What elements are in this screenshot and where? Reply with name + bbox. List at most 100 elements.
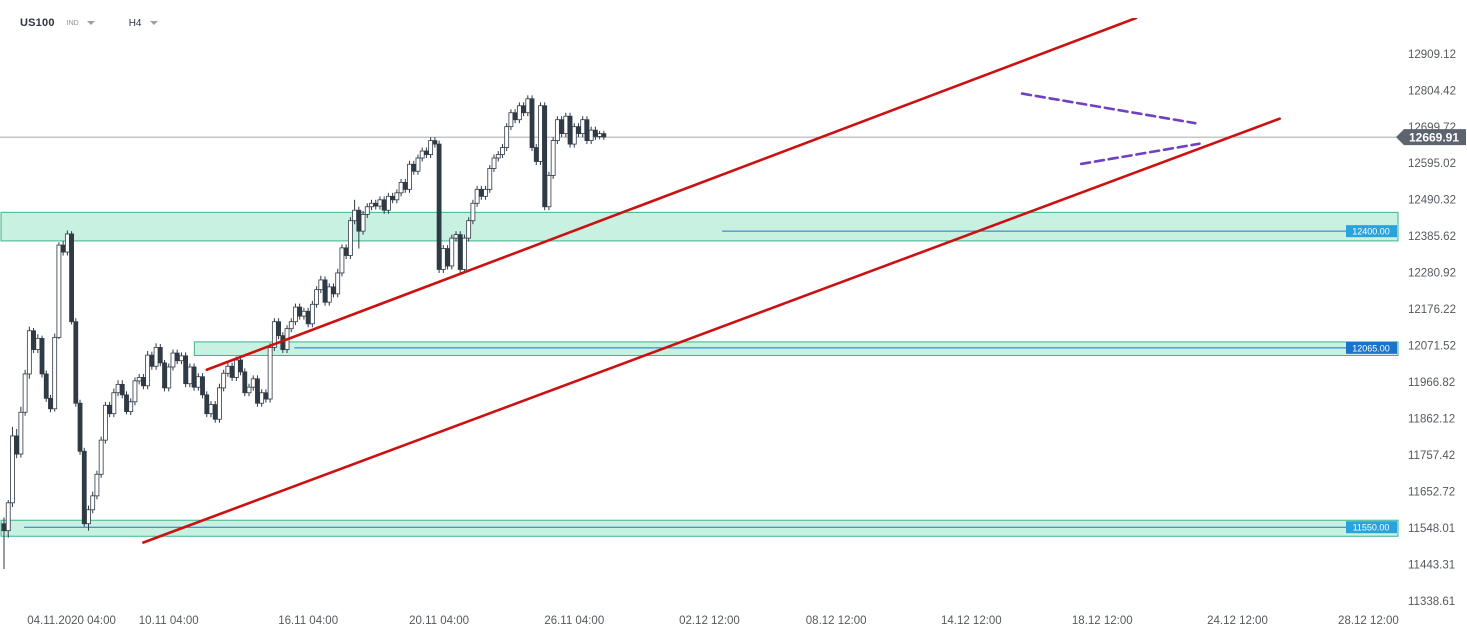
candle-bull — [491, 157, 497, 169]
candle-bull — [170, 352, 176, 368]
candle-bear — [542, 105, 548, 208]
candle-bull — [195, 376, 201, 388]
candle-bull — [546, 175, 552, 208]
candle-bull — [453, 234, 459, 239]
candle-bull — [335, 272, 341, 295]
candle-bull — [301, 310, 307, 317]
candle-bull — [22, 373, 28, 413]
candle-bear — [119, 383, 125, 396]
candle-bear — [77, 402, 83, 452]
candle-bear — [31, 330, 36, 350]
candle-bear — [559, 119, 564, 135]
triangle-lower-line — [1079, 142, 1201, 166]
candle-bull — [35, 338, 41, 350]
candle-bear — [200, 376, 205, 396]
candle-bear — [521, 105, 526, 114]
candle-bear — [238, 359, 243, 373]
symbol-dropdown-icon[interactable] — [86, 21, 95, 25]
candle-bull — [250, 378, 256, 388]
candle-bull — [483, 188, 488, 197]
y-tick-label: 11443.31 — [1408, 559, 1455, 571]
candle-bull — [377, 199, 383, 207]
candle-bear — [191, 366, 197, 388]
candle-bear — [81, 450, 87, 525]
candle-bear — [373, 202, 379, 207]
y-tick-label: 11757.42 — [1408, 450, 1455, 462]
candle-bull — [525, 98, 531, 114]
level-label: 12400.00 — [1352, 227, 1390, 237]
candle-bear — [149, 354, 155, 367]
timeframe-label[interactable]: H4 — [128, 17, 142, 29]
candle-bull — [10, 435, 15, 504]
candle-bull — [415, 157, 421, 172]
candle-bear — [322, 279, 328, 303]
candle-bear — [1, 523, 7, 532]
candle-bull — [428, 140, 434, 155]
candle-bear — [162, 362, 167, 389]
candle-bear — [229, 365, 235, 378]
candle-bull — [364, 206, 370, 215]
candles-group — [1, 95, 607, 569]
candle-bull — [563, 115, 569, 135]
candle-bear — [48, 397, 53, 410]
candle-bull — [136, 377, 142, 382]
level-badge — [1346, 225, 1397, 238]
candle-bear — [343, 247, 349, 256]
level-zone — [0, 519, 1399, 537]
candle-bear — [529, 98, 535, 148]
candle-bull — [208, 404, 214, 415]
y-tick-label: 12595.02 — [1408, 158, 1456, 170]
candle-bull — [5, 502, 11, 532]
candle-bear — [107, 404, 113, 415]
candle-bear — [411, 163, 417, 172]
candle-bull — [132, 380, 138, 403]
candle-bear — [436, 143, 442, 270]
candle-bull — [466, 220, 472, 239]
candle-bull — [267, 347, 273, 400]
candle-bull — [571, 126, 577, 145]
candle-bull — [597, 133, 603, 137]
candle-bull — [128, 401, 134, 412]
candle-bear — [263, 392, 269, 400]
candle-bear — [381, 199, 387, 211]
candle-bull — [115, 383, 121, 394]
y-tick-label: 12385.62 — [1408, 231, 1456, 243]
timeframe-dropdown-icon[interactable] — [149, 21, 158, 25]
candle-bear — [157, 347, 163, 364]
candle-bull — [145, 354, 151, 387]
candle-bull — [407, 163, 412, 190]
candle-bull — [326, 286, 332, 303]
candle-bear — [424, 150, 429, 155]
symbol-label[interactable]: US100 — [20, 17, 55, 29]
candle-bear — [242, 371, 248, 394]
candle-bull — [554, 119, 560, 141]
candle-bull — [64, 233, 70, 253]
y-tick-label: 11548.01 — [1408, 523, 1455, 535]
candle-bull — [398, 181, 404, 194]
x-tick-label: 24.12 12:00 — [1207, 615, 1268, 627]
candle-bull — [419, 150, 425, 159]
candle-bear — [356, 209, 362, 232]
x-tick-label: 02.12 12:00 — [679, 615, 740, 627]
candle-bear — [124, 394, 129, 412]
candle-bear — [305, 310, 311, 325]
x-tick-label: 26.11 04:00 — [544, 615, 604, 627]
candle-bull — [352, 209, 358, 222]
candle-bear — [478, 188, 484, 197]
candle-bull — [440, 248, 446, 270]
y-tick-label: 12490.32 — [1408, 195, 1456, 207]
candle-bull — [90, 495, 96, 511]
candle-bull — [166, 366, 172, 389]
candle-bull — [259, 392, 265, 404]
candle-bear — [432, 140, 438, 145]
level-badge — [1346, 341, 1397, 354]
y-tick-label: 11652.72 — [1408, 486, 1455, 498]
candle-bull — [470, 202, 476, 222]
candle-bull — [339, 247, 345, 274]
y-tick-label: 11338.61 — [1408, 596, 1455, 608]
candle-bull — [221, 372, 227, 389]
y-tick-label: 12280.92 — [1408, 268, 1456, 280]
current-price-badge: 12669.91 — [1396, 129, 1466, 146]
candle-bull — [369, 202, 374, 208]
